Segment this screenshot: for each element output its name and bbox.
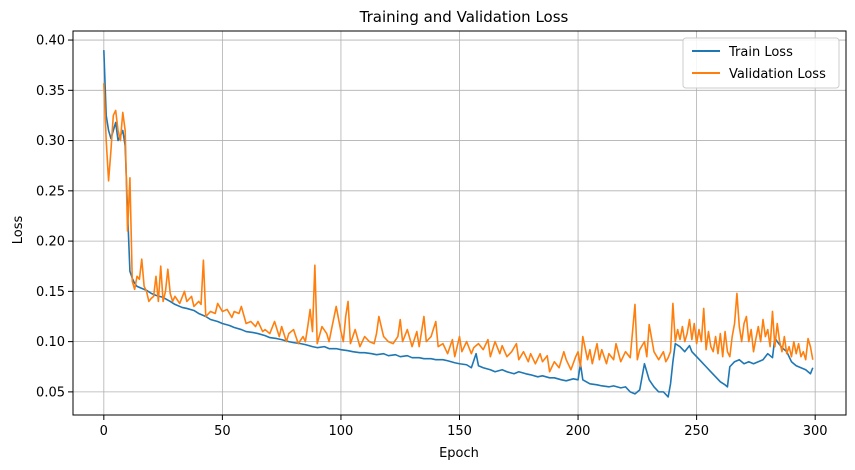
x-tick-label: 150	[447, 424, 472, 439]
x-tick-label: 300	[803, 424, 828, 439]
plot-frame	[72, 30, 847, 416]
train-loss-line	[103, 50, 814, 398]
x-ticks: 0 50 100 150 200 250 300	[100, 415, 828, 439]
x-tick-label: 200	[566, 424, 591, 439]
y-tick-label: 0.20	[36, 235, 65, 250]
x-axis-label: Epoch	[439, 446, 479, 461]
legend-label-train: Train Loss	[728, 45, 793, 60]
legend: Train Loss Validation Loss	[682, 37, 840, 89]
chart-title: Training and Validation Loss	[359, 8, 569, 26]
y-tick-label: 0.10	[36, 335, 65, 350]
y-tick-label: 0.35	[36, 84, 65, 99]
series-lines	[103, 50, 814, 398]
y-tick-label: 0.15	[36, 285, 65, 300]
x-tick-label: 100	[329, 424, 354, 439]
legend-label-validation: Validation Loss	[729, 67, 826, 82]
validation-loss-line	[103, 83, 814, 373]
y-tick-label: 0.05	[36, 385, 65, 400]
y-tick-label: 0.30	[36, 134, 65, 149]
y-axis-label: Loss	[11, 216, 26, 245]
x-tick-label: 50	[214, 424, 231, 439]
x-tick-label: 0	[100, 424, 108, 439]
grid-lines	[73, 31, 846, 415]
y-ticks: 0.05 0.10 0.15 0.20 0.25 0.30 0.35 0.40	[36, 34, 73, 400]
y-tick-label: 0.40	[36, 34, 65, 49]
x-tick-label: 250	[684, 424, 709, 439]
y-tick-label: 0.25	[36, 184, 65, 199]
legend-box	[682, 37, 840, 89]
